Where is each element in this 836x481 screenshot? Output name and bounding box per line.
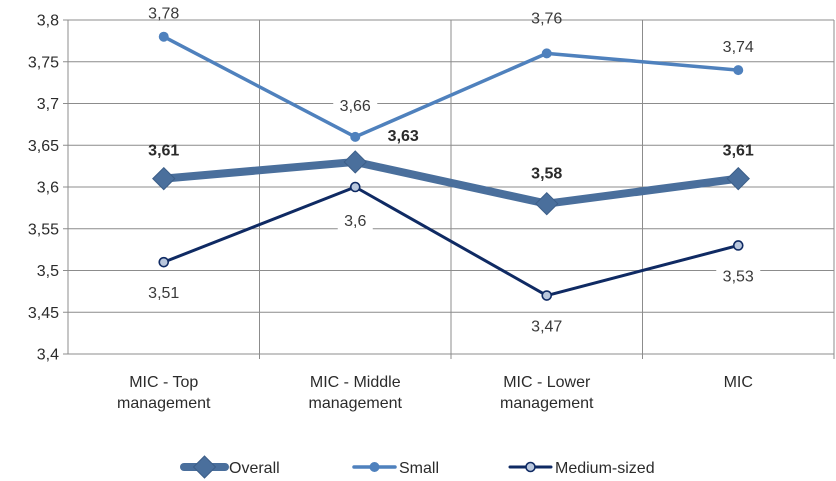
legend-marker (369, 462, 380, 472)
data-label: 3,61 (148, 143, 179, 160)
data-label: 3,61 (723, 143, 754, 160)
legend-label: Small (399, 460, 439, 477)
data-label-background (716, 266, 761, 287)
data-point (541, 290, 553, 301)
x-tick-label: MIC - Middle management (309, 374, 403, 412)
data-label: 3,66 (340, 98, 371, 115)
data-point (152, 166, 176, 191)
data-label: 3,78 (148, 6, 179, 23)
data-point (158, 31, 169, 42)
legend-marker (192, 455, 217, 479)
y-tick-label: 3,6 (37, 180, 59, 197)
series-line-small (162, 34, 740, 139)
y-tick-label: 3,8 (37, 13, 59, 30)
x-tick-label: MIC - Top management (117, 374, 211, 412)
y-tick-label: 3,45 (28, 305, 59, 322)
data-label: 3,63 (388, 128, 419, 145)
legend-label: Overall (229, 460, 280, 477)
legend: Overall Small Medium-sized (180, 455, 655, 479)
data-point (541, 48, 552, 59)
data-point (349, 181, 361, 193)
data-label-background (333, 95, 378, 116)
data-label: 3,76 (531, 10, 562, 27)
legend-label: Medium-sized (555, 460, 655, 477)
y-tick-label: 3,7 (37, 96, 59, 113)
data-label: 3,53 (723, 268, 754, 285)
data-label-layer: 3,61 3,63 3,58 3,61 3,78 3,66 3,76 3,74 3,51 3,6 3… (148, 6, 761, 336)
data-label: 3,74 (723, 39, 754, 56)
data-point (726, 166, 750, 191)
data-point (535, 191, 559, 216)
data-point (350, 131, 361, 142)
series-layer (152, 31, 750, 301)
y-tick-label: 3,55 (28, 221, 59, 238)
y-tick-label: 3,75 (28, 54, 59, 71)
data-label-background (337, 211, 373, 231)
series-line-overall (159, 157, 743, 208)
x-tick-label: MIC - Lower management (500, 374, 594, 412)
y-tick-label: 3,5 (37, 263, 59, 280)
y-tick-label: 3,4 (37, 347, 59, 364)
grid-layer (67, 19, 835, 359)
data-label: 3,6 (344, 213, 366, 230)
legend-marker (525, 461, 536, 473)
legend-item-small: Small (352, 460, 439, 477)
data-point (732, 240, 744, 251)
series-line-medium-sized (162, 185, 740, 298)
data-point (158, 256, 170, 268)
data-label: 3,47 (531, 319, 562, 336)
data-label: 3,58 (531, 166, 562, 183)
legend-item-medium-sized: Medium-sized (508, 460, 655, 477)
data-label: 3,51 (148, 285, 179, 302)
data-point (343, 150, 367, 174)
y-tick-label: 3,65 (28, 138, 59, 155)
legend-item-overall: Overall (180, 455, 280, 479)
x-tick-label: MIC (724, 374, 753, 391)
data-point (733, 65, 744, 76)
axis-layer: 3,4 3,45 3,5 3,55 3,6 3,65 3,7 3,75 3,8 MIC - Top… (28, 13, 753, 413)
